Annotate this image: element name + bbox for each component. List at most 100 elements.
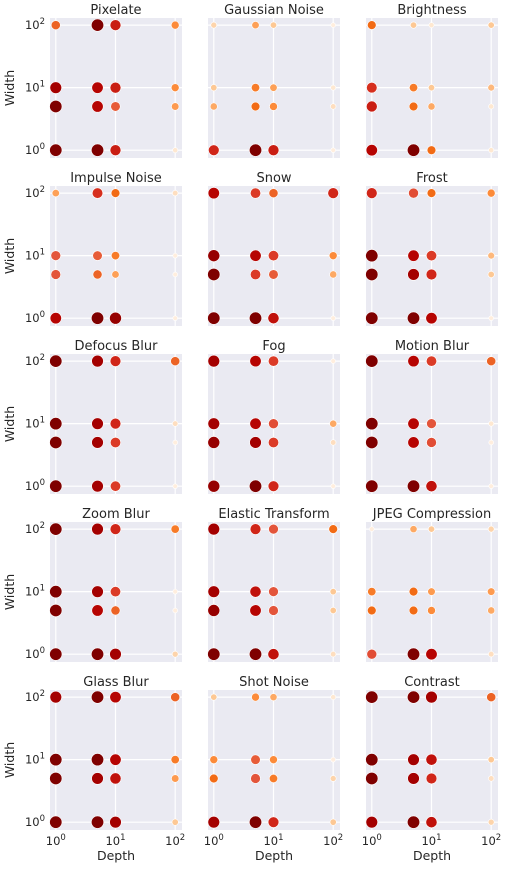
data-point xyxy=(407,690,421,704)
panel-title: Shot Noise xyxy=(239,675,309,690)
data-point xyxy=(209,102,218,111)
data-point xyxy=(426,188,437,198)
data-point xyxy=(92,250,103,261)
data-point xyxy=(408,187,419,199)
data-point xyxy=(425,690,438,704)
data-point xyxy=(49,143,63,157)
x-axis-label: Depth xyxy=(255,848,293,863)
data-point xyxy=(487,270,495,278)
data-point xyxy=(425,250,437,262)
data-point xyxy=(407,647,421,661)
data-point xyxy=(365,753,379,767)
y-tick-label: 100 xyxy=(25,814,45,829)
data-point xyxy=(49,753,63,767)
data-point xyxy=(407,479,421,493)
data-point xyxy=(365,267,379,281)
panel-jpeg-compression: JPEG Compression xyxy=(366,507,498,662)
data-point xyxy=(109,19,122,31)
data-point xyxy=(249,585,262,598)
y-axis-label: Width xyxy=(2,70,17,106)
data-point xyxy=(207,585,220,598)
panel-title: Glass Blur xyxy=(83,675,149,690)
data-point xyxy=(488,483,494,489)
data-point xyxy=(365,771,379,785)
data-point xyxy=(366,82,378,94)
panel-title: Impulse Noise xyxy=(70,171,162,186)
panel-snow: Snow xyxy=(207,171,340,326)
data-point xyxy=(172,252,178,259)
data-point xyxy=(407,417,420,430)
data-point xyxy=(327,187,339,199)
data-point xyxy=(91,772,104,785)
data-point xyxy=(267,144,280,156)
data-point xyxy=(171,650,179,658)
data-point xyxy=(268,269,279,280)
data-point xyxy=(487,587,496,596)
x-tick-label: 101 xyxy=(421,833,441,848)
y-tick-label: 102 xyxy=(25,521,45,536)
data-point xyxy=(109,753,122,766)
x-tick-label: 100 xyxy=(46,833,66,848)
data-point xyxy=(365,479,379,493)
y-tick-label: 101 xyxy=(25,416,45,431)
y-tick-label: 102 xyxy=(25,185,45,200)
data-point xyxy=(488,103,495,110)
data-point xyxy=(91,604,104,617)
panel-title: Frost xyxy=(416,171,447,186)
y-tick-label: 102 xyxy=(25,353,45,368)
data-point xyxy=(91,143,105,157)
data-point xyxy=(207,436,221,449)
data-point xyxy=(407,436,420,449)
panel-fog: Fog xyxy=(207,339,340,494)
data-point xyxy=(50,269,62,280)
y-tick-label: 101 xyxy=(25,752,45,767)
data-point xyxy=(407,772,420,785)
data-point xyxy=(330,315,336,321)
data-point xyxy=(49,522,63,536)
data-point xyxy=(366,187,378,199)
data-point xyxy=(486,356,497,367)
data-point xyxy=(109,355,122,367)
data-point xyxy=(110,251,120,261)
data-point xyxy=(207,267,221,281)
data-point xyxy=(425,355,437,367)
data-point xyxy=(250,754,261,765)
data-point xyxy=(110,188,121,198)
data-point xyxy=(91,417,104,430)
data-point xyxy=(49,603,63,617)
data-point xyxy=(267,436,279,448)
data-point xyxy=(267,312,280,325)
panel-glass-blur: Glass Blur 100 101 102 Width 100 101 102 Depth xyxy=(2,675,185,863)
data-point xyxy=(170,20,180,30)
data-point xyxy=(487,251,495,260)
data-point xyxy=(329,588,337,596)
data-point xyxy=(109,144,122,156)
y-tick-label: 100 xyxy=(25,478,45,493)
data-point xyxy=(49,354,63,368)
data-point xyxy=(109,772,122,785)
data-point xyxy=(91,311,105,325)
y-axis-label: Width xyxy=(2,574,17,610)
data-point xyxy=(207,816,220,829)
data-point xyxy=(365,435,379,449)
panel-title: JPEG Compression xyxy=(372,507,491,522)
data-point xyxy=(91,480,104,493)
data-point xyxy=(329,270,338,279)
data-point xyxy=(50,250,62,261)
data-point xyxy=(330,483,336,489)
data-point xyxy=(409,83,419,93)
data-point xyxy=(427,102,436,111)
panel-gaussian-noise: Gaussian Noise xyxy=(208,3,340,158)
data-point xyxy=(427,84,435,92)
data-point xyxy=(268,523,279,535)
data-point xyxy=(487,818,495,826)
data-point xyxy=(329,775,337,782)
y-axis-label: Width xyxy=(2,238,17,274)
data-point xyxy=(109,81,122,94)
data-point xyxy=(269,83,278,92)
y-tick-label: 100 xyxy=(25,142,45,157)
data-point xyxy=(172,271,178,278)
data-point xyxy=(249,436,262,449)
panel-brightness: Brightness xyxy=(365,3,498,158)
data-point xyxy=(111,270,120,279)
